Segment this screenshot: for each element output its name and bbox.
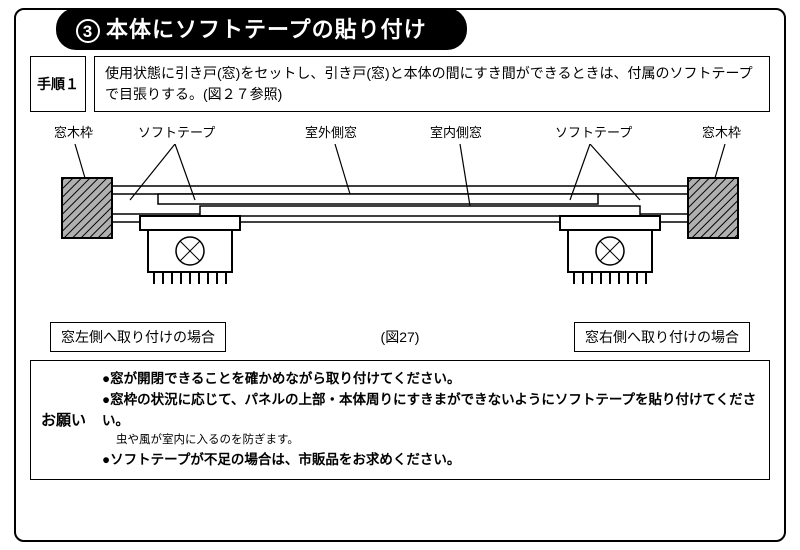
notice: お願い ●窓が開閉できることを確かめながら取り付けてください。 ●窓枠の状況に応… <box>30 360 770 480</box>
step-number-icon: 3 <box>76 19 100 43</box>
label-frame-right: 窓木枠 <box>702 122 741 141</box>
label-tape-left: ソフトテープ <box>138 122 215 141</box>
diagram: 窓木枠 ソフトテープ 室外側窓 室内側窓 ソフトテープ 窓木枠 窓左側へ取り付け… <box>30 122 770 352</box>
caption-row: 窓左側へ取り付けの場合 (図27) 窓右側へ取り付けの場合 <box>30 322 770 352</box>
step-text: 使用状態に引き戸(窓)をセットし、引き戸(窓)と本体の間にすき間ができるときは、… <box>94 56 770 112</box>
label-inside-window: 室内側窓 <box>430 122 482 141</box>
notice-body: ●窓が開閉できることを確かめながら取り付けてください。 ●窓枠の状況に応じて、パ… <box>102 369 759 471</box>
notice-line3: ●ソフトテープが不足の場合は、市販品をお求めください。 <box>102 450 759 471</box>
notice-label: お願い <box>41 369 92 471</box>
label-tape-right: ソフトテープ <box>555 122 632 141</box>
section-frame: 3本体にソフトテープの貼り付け 手順１ 使用状態に引き戸(窓)をセットし、引き戸… <box>14 8 786 542</box>
notice-line2-sub: 虫や風が室内に入るのを防ぎます。 <box>116 432 759 450</box>
notice-line2: ●窓枠の状況に応じて、パネルの上部・本体周りにすきまができないようにソフトテープ… <box>102 390 759 432</box>
title-text: 本体にソフトテープの貼り付け <box>106 17 427 42</box>
diagram-svg <box>30 144 770 304</box>
step-label: 手順１ <box>30 56 86 112</box>
caption-left: 窓左側へ取り付けの場合 <box>50 322 226 352</box>
notice-line1: ●窓が開閉できることを確かめながら取り付けてください。 <box>102 369 759 390</box>
label-outside-window: 室外側窓 <box>305 122 357 141</box>
content: 手順１ 使用状態に引き戸(窓)をセットし、引き戸(窓)と本体の間にすき間ができる… <box>30 56 770 480</box>
step-row: 手順１ 使用状態に引き戸(窓)をセットし、引き戸(窓)と本体の間にすき間ができる… <box>30 56 770 112</box>
figure-label: (図27) <box>381 327 420 347</box>
caption-right: 窓右側へ取り付けの場合 <box>574 322 750 352</box>
label-frame-left: 窓木枠 <box>54 122 93 141</box>
section-title: 3本体にソフトテープの貼り付け <box>56 8 467 50</box>
